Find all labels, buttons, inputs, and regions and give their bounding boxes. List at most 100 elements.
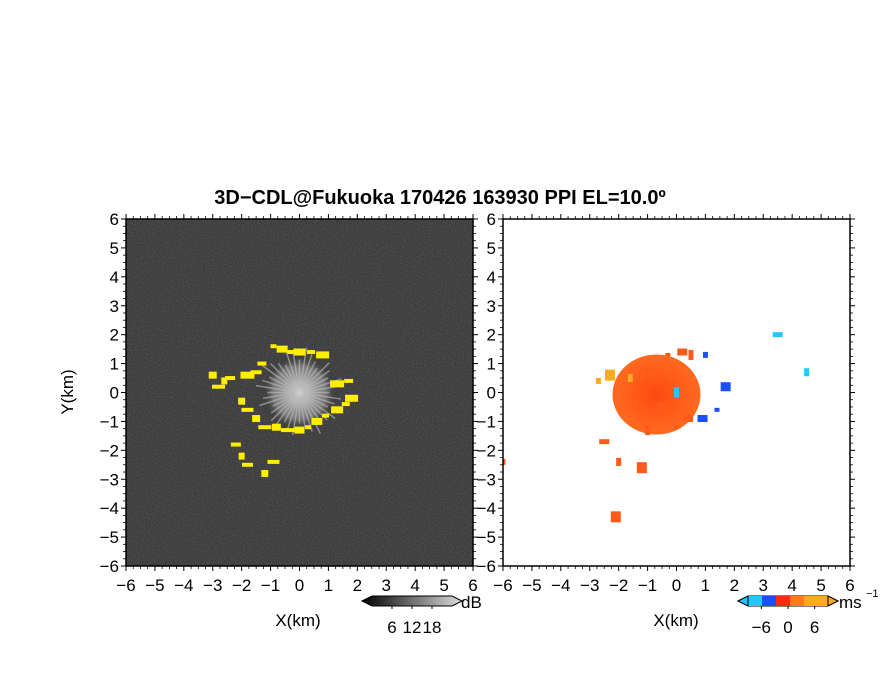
reflectivity-echo-cell <box>225 376 236 381</box>
y-tick-label-velocity-1: 5 <box>487 239 496 258</box>
y-tick-label-reflectivity-11: −5 <box>100 528 119 547</box>
velocity-colorbar-unit-exponent: −1 <box>866 588 879 600</box>
reflectivity-radial-streak <box>305 370 330 389</box>
velocity-echo-cell <box>702 351 708 358</box>
reflectivity-radial-streak <box>305 396 336 419</box>
velocity-colorbar-seg-2 <box>762 596 776 606</box>
velocity-panel: −6 6 −5 5 −4 4 −3 3 −2 2 −1 1 0 0 1 −1 2 −2 3 −3 4 −4 5 −5 6 −6 <box>477 210 855 595</box>
x-tick-label-reflectivity-3: −3 <box>203 576 222 595</box>
reflectivity-echo-cell <box>294 426 305 434</box>
reflectivity-radial-streak <box>277 362 296 387</box>
y-tick-label-velocity-7: −1 <box>477 412 496 431</box>
velocity-echo-cell <box>642 366 653 372</box>
reflectivity-echo-cell <box>331 406 344 414</box>
x-tick-label-reflectivity-7: 1 <box>324 576 333 595</box>
velocity-echo-cell <box>697 415 708 423</box>
reflectivity-echo-cell <box>293 348 306 356</box>
reflectivity-echo-cell <box>330 380 345 388</box>
reflectivity-radial-streak <box>270 396 294 414</box>
reflectivity-radial-streak <box>302 360 317 386</box>
reflectivity-radial-streak <box>285 351 298 386</box>
reflectivity-radial-streak <box>292 354 299 385</box>
reflectivity-echo-cell <box>212 384 226 389</box>
reflectivity-echo-cell <box>276 345 288 353</box>
reflectivity-echo-cell <box>267 459 280 464</box>
reflectivity-echo-cell <box>287 350 295 355</box>
reflectivity-radial-streak <box>304 362 330 388</box>
y-tick-label-reflectivity-0: 6 <box>110 210 119 229</box>
y-tick-label-velocity-6: 0 <box>487 384 496 403</box>
x-tick-label-velocity-4: −2 <box>609 576 628 595</box>
y-tick-label-reflectivity-4: 2 <box>110 326 119 345</box>
reflectivity-axes: −6 6 −5 5 −4 4 −3 3 −2 2 −1 1 0 0 1 −1 2 −2 3 −3 4 −4 5 −5 6 −6 <box>100 210 478 595</box>
y-tick-label-reflectivity-1: 5 <box>110 239 119 258</box>
reflectivity-xlabel: X(km) <box>275 611 320 630</box>
velocity-colorbar-tick-label: 0 <box>783 618 792 637</box>
reflectivity-radial-streak <box>302 399 322 434</box>
y-tick-label-velocity-0: 6 <box>487 210 496 229</box>
reflectivity-echo-cell <box>238 452 245 460</box>
y-tick-label-reflectivity-3: 3 <box>110 297 119 316</box>
reflectivity-radial-streak <box>303 367 318 387</box>
y-tick-label-reflectivity-9: −3 <box>100 470 119 489</box>
x-tick-label-velocity-12: 6 <box>845 576 854 595</box>
velocity-echo-cell <box>688 349 694 360</box>
reflectivity-radial-streak <box>300 400 306 429</box>
reflectivity-radial-streak <box>300 347 308 385</box>
reflectivity-echo-cell <box>208 371 217 379</box>
y-tick-label-reflectivity-12: −6 <box>100 557 119 576</box>
reflectivity-panel: −6 6 −5 5 −4 4 −3 3 −2 2 −1 1 0 0 1 −1 2 −2 3 −3 4 −4 5 −5 6 −6 <box>100 210 478 595</box>
reflectivity-echo-cell <box>221 377 228 385</box>
reflectivity-echo-cell <box>261 469 269 477</box>
reflectivity-ylabel: Y(km) <box>58 369 77 414</box>
velocity-core <box>612 354 701 435</box>
velocity-echo-cell <box>610 511 621 523</box>
reflectivity-echo-cell <box>241 462 253 467</box>
x-tick-label-reflectivity-2: −4 <box>174 576 193 595</box>
velocity-echo-cell <box>616 457 622 466</box>
velocity-axes: −6 6 −5 5 −4 4 −3 3 −2 2 −1 1 0 0 1 −1 2 −2 3 −3 4 −4 5 −5 6 −6 <box>477 210 855 595</box>
y-tick-label-reflectivity-5: 1 <box>110 355 119 374</box>
velocity-colorbar-arrow-left <box>736 595 749 607</box>
reflectivity-echo-cell <box>241 407 254 412</box>
x-tick-label-reflectivity-4: −2 <box>232 576 251 595</box>
reflectivity-radial-streak <box>259 394 293 407</box>
velocity-echo-cell <box>714 407 720 412</box>
y-tick-label-velocity-12: −6 <box>477 557 496 576</box>
reflectivity-radial-streak <box>307 393 342 400</box>
x-tick-label-reflectivity-5: −1 <box>261 576 280 595</box>
velocity-colorbar-tick-label: −6 <box>752 618 771 637</box>
x-tick-label-velocity-8: 2 <box>730 576 739 595</box>
x-tick-label-reflectivity-6: 0 <box>295 576 304 595</box>
y-tick-label-velocity-9: −3 <box>477 470 496 489</box>
reflectivity-echo-cell <box>341 402 350 407</box>
reflectivity-echo-layer <box>208 344 359 477</box>
reflectivity-radial-streak <box>301 354 313 386</box>
velocity-echo-layer <box>503 332 810 523</box>
velocity-echo-cell <box>503 458 506 465</box>
y-tick-label-reflectivity-8: −2 <box>100 441 119 460</box>
reflectivity-echo-cell <box>252 415 261 423</box>
velocity-colorbar-seg-1 <box>748 596 762 606</box>
velocity-colorbar-seg-4 <box>790 596 804 606</box>
reflectivity-echo-cell <box>230 442 241 447</box>
velocity-xlabel: X(km) <box>653 611 698 630</box>
velocity-echo-cell <box>645 425 651 436</box>
velocity-echo-cell <box>674 387 679 398</box>
reflectivity-echo-cell <box>344 378 354 383</box>
y-tick-label-velocity-11: −5 <box>477 528 496 547</box>
reflectivity-radial-streak <box>262 379 293 391</box>
velocity-colorbar-seg-5 <box>804 596 828 606</box>
x-tick-label-reflectivity-9: 3 <box>382 576 391 595</box>
velocity-colorbar-tick-label: 6 <box>810 618 819 637</box>
reflectivity-colorbar-bar <box>360 595 464 607</box>
velocity-echo-cell <box>804 368 810 377</box>
y-tick-label-velocity-8: −2 <box>477 441 496 460</box>
reflectivity-radial-streak <box>268 376 293 390</box>
reflectivity-echo-cell <box>316 351 330 359</box>
y-tick-label-reflectivity-7: −1 <box>100 412 119 431</box>
velocity-echo-cell <box>720 382 731 392</box>
velocity-echo-cell <box>665 352 671 357</box>
y-tick-label-velocity-4: 2 <box>487 326 496 345</box>
